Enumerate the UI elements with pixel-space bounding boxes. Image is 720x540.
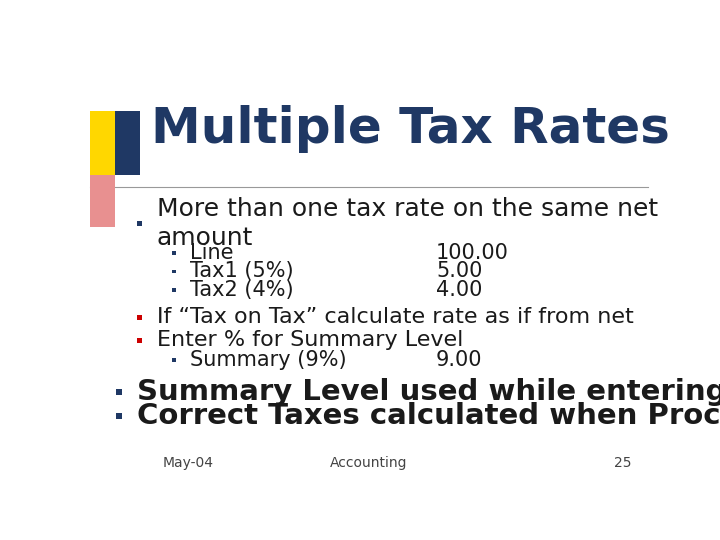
Text: Summary (9%): Summary (9%) [190,350,347,370]
Text: Multiple Tax Rates: Multiple Tax Rates [151,105,670,153]
Bar [90,175,115,227]
Text: May-04: May-04 [163,456,214,470]
Text: Summary Level used while entering data: Summary Level used while entering data [138,378,720,406]
Text: 100.00: 100.00 [436,243,509,263]
Text: 25: 25 [613,456,631,470]
Bar [115,111,140,175]
Text: Line: Line [190,243,234,263]
Text: Tax2 (4%): Tax2 (4%) [190,280,294,300]
Bar [172,269,176,273]
Bar [172,251,176,255]
Text: 4.00: 4.00 [436,280,482,300]
Text: Enter % for Summary Level: Enter % for Summary Level [157,330,464,350]
Bar [116,413,122,419]
Text: Correct Taxes calculated when Processed: Correct Taxes calculated when Processed [138,402,720,430]
Bar [116,389,122,395]
Text: 5.00: 5.00 [436,261,482,281]
Text: Tax1 (5%): Tax1 (5%) [190,261,294,281]
Bar [172,288,176,292]
Text: Accounting: Accounting [330,456,408,470]
Text: More than one tax rate on the same net
amount: More than one tax rate on the same net a… [157,197,658,251]
Bar [138,221,143,226]
Bar [172,358,176,362]
Bar [138,315,143,320]
Text: 9.00: 9.00 [436,350,482,370]
Bar [90,111,115,175]
Text: If “Tax on Tax” calculate rate as if from net: If “Tax on Tax” calculate rate as if fro… [157,307,634,327]
Bar [138,338,143,342]
